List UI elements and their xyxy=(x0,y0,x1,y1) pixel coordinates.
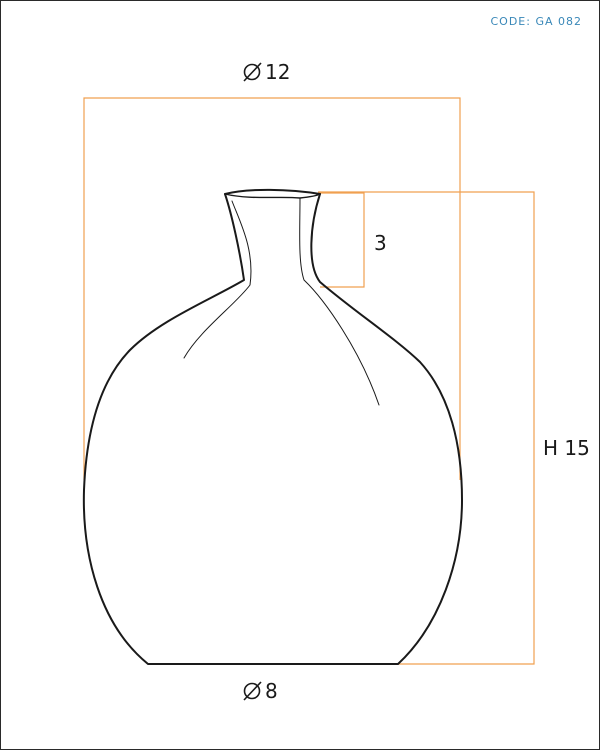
product-code: CODE: GA 082 xyxy=(490,15,582,28)
total-height-guide xyxy=(318,191,535,665)
total-height-label: H 15 xyxy=(543,436,590,460)
diameter-icon-bottom xyxy=(243,681,262,701)
vase-body xyxy=(82,193,463,665)
vase-rim-inner xyxy=(224,193,321,199)
vase-rim xyxy=(224,188,321,195)
inner-line-right xyxy=(299,197,380,406)
inner-line-left xyxy=(183,200,252,359)
top-diameter-label: 12 xyxy=(265,60,290,84)
base-diameter-label: 8 xyxy=(265,679,278,703)
vase-outline xyxy=(82,188,463,665)
dimension-lines xyxy=(83,97,535,665)
neck-height-guide xyxy=(318,192,365,288)
width-guide xyxy=(83,97,461,480)
neck-height-label: 3 xyxy=(374,231,387,255)
diameter-icon-top xyxy=(243,62,262,82)
vase-inner-lines xyxy=(183,197,380,406)
